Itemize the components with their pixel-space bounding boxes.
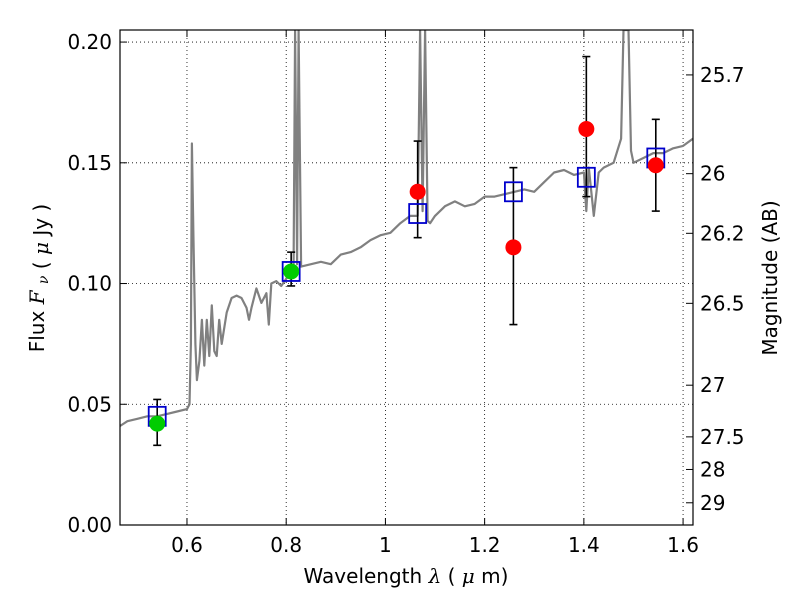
x-tick-label: 1.2 bbox=[469, 533, 501, 557]
y-tick-labels: 0.00 0.05 0.10 0.15 0.20 bbox=[67, 30, 112, 537]
observed-flux-point bbox=[647, 157, 664, 174]
observed-flux-point bbox=[578, 121, 595, 137]
y-tick-label: 0.10 bbox=[67, 272, 112, 296]
x-tick-label: 0.8 bbox=[270, 533, 302, 557]
x-axis-label-unit-rest: m) bbox=[481, 564, 508, 588]
y2-tick-label: 28 bbox=[700, 457, 725, 481]
y-tick-label: 0.15 bbox=[67, 151, 112, 175]
y-axis-label-unit-rest: Jy ) bbox=[29, 204, 53, 238]
x-axis-label-text: Wavelength bbox=[304, 564, 423, 588]
plot-frame bbox=[119, 29, 694, 526]
y-tick-label: 0.05 bbox=[67, 392, 112, 416]
y2-tick-labels: 25.7 26 26.2 26.5 27 27.5 28 29 bbox=[700, 63, 745, 515]
x-tick-labels: 0.6 0.8 1 1.2 1.4 1.6 bbox=[171, 533, 699, 557]
y2-axis-label: Magnitude (AB) bbox=[758, 200, 782, 355]
y2-tick-label: 26.5 bbox=[700, 291, 745, 315]
y-tick-label: 0.20 bbox=[67, 30, 112, 54]
plot-background bbox=[120, 30, 693, 525]
model-photometry-square bbox=[281, 261, 301, 282]
axis-ticks bbox=[120, 30, 693, 526]
y-axis-label-unit-open: ( bbox=[29, 261, 53, 269]
y-axis-label-text: Flux bbox=[25, 311, 49, 353]
y-axis-label-symbol: F bbox=[25, 289, 49, 305]
y2-tick-label: 26 bbox=[700, 162, 725, 186]
y-axis-label: Flux F ν ( μ Jy ) bbox=[25, 204, 53, 353]
y2-tick-label: 27 bbox=[700, 373, 725, 397]
observed-flux-point bbox=[409, 183, 426, 200]
model-photometry-square bbox=[408, 203, 428, 224]
x-tick-label: 1.6 bbox=[667, 533, 699, 557]
x-axis-label-unit-open: ( bbox=[448, 564, 456, 588]
model-photometry-square bbox=[504, 181, 523, 203]
observed-flux-point bbox=[283, 263, 300, 280]
model-photometry-square bbox=[576, 166, 596, 188]
observed-flux-point bbox=[149, 415, 166, 432]
y-axis-label-unit-mu: μ bbox=[29, 242, 53, 255]
x-tick-label: 1.4 bbox=[568, 533, 600, 557]
plot-area bbox=[120, 30, 693, 447]
y-axis-label-sub: ν bbox=[36, 275, 52, 284]
y2-tick-label: 29 bbox=[700, 491, 725, 515]
grid-lines bbox=[120, 30, 693, 526]
y-tick-label: 0.00 bbox=[67, 513, 112, 537]
y2-tick-label: 25.7 bbox=[700, 63, 745, 87]
y2-tick-label: 26.2 bbox=[700, 221, 745, 245]
observed-flux-point bbox=[505, 239, 522, 256]
x-tick-label: 1 bbox=[379, 533, 392, 557]
x-tick-label: 0.6 bbox=[171, 533, 203, 557]
y2-tick-label: 27.5 bbox=[700, 425, 745, 449]
x-axis-label-symbol: λ bbox=[428, 564, 442, 588]
x-axis-label-unit-mu: μ bbox=[462, 564, 475, 588]
x-axis-label: Wavelength λ ( μ m) bbox=[304, 564, 509, 588]
